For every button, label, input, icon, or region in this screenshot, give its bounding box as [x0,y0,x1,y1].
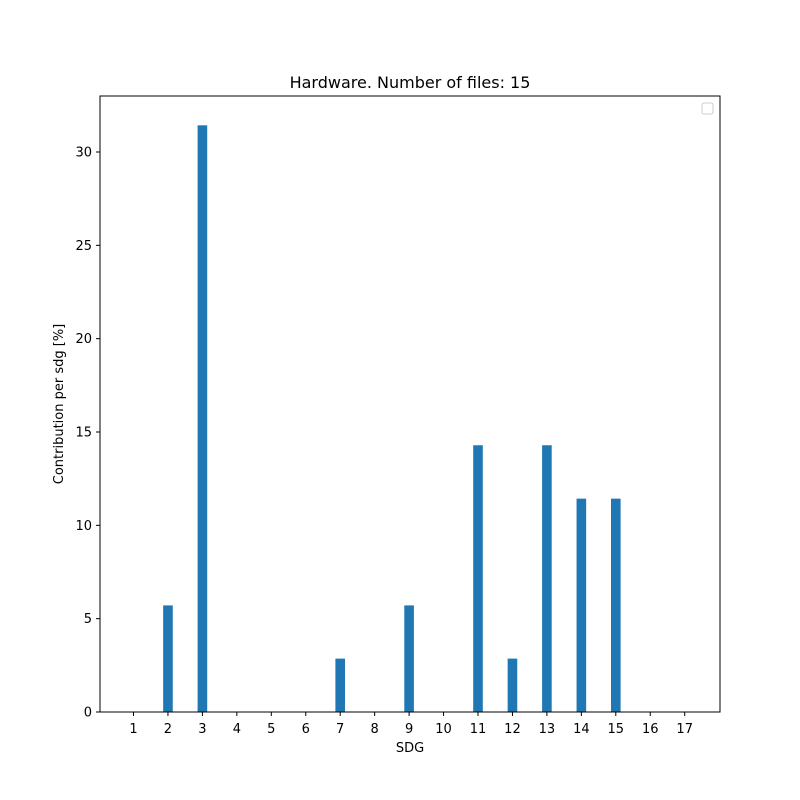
x-tick-label: 15 [608,722,625,737]
y-tick-label: 25 [75,239,92,254]
x-tick-label: 8 [371,722,379,737]
y-tick-label: 0 [84,706,92,721]
bar-sdg-14 [576,498,587,712]
x-tick-label: 14 [573,722,590,737]
chart-title: Hardware. Number of files: 15 [290,73,531,92]
x-tick-label: 12 [504,722,521,737]
y-tick-label: 30 [75,146,92,161]
x-tick-label: 10 [435,722,452,737]
plot-frame [99,95,721,713]
x-tick-label: 16 [642,722,659,737]
bar-sdg-15 [611,498,621,712]
x-tick-label: 7 [336,722,344,737]
x-tick-label: 2 [164,722,172,737]
y-tick-label: 10 [75,519,92,534]
bar-sdg-9 [404,605,414,712]
x-tick-label: 17 [676,722,693,737]
bar-sdg-11 [473,445,483,712]
bar-sdg-3 [197,125,208,712]
x-tick-label: 1 [129,722,137,737]
y-tick-label: 15 [75,426,92,441]
x-tick-label: 4 [233,722,241,737]
y-tick-label: 20 [75,332,92,347]
y-axis-ticks: 0 5 10 15 20 25 30 [75,146,100,721]
legend-box [701,102,714,115]
x-tick-label: 5 [267,722,275,737]
x-tick-label: 9 [405,722,413,737]
x-axis-label: SDG [396,741,424,756]
bar-sdg-2 [163,605,173,712]
y-tick-label: 5 [84,612,92,627]
x-axis-ticks: 1 2 3 4 5 6 7 8 9 10 11 12 13 14 15 16 17 [129,712,693,737]
bar-sdg-13 [542,445,552,712]
bar-sdg-7 [335,658,345,712]
x-tick-label: 13 [539,722,556,737]
x-tick-label: 6 [302,722,310,737]
bar-group [163,125,621,712]
x-tick-label: 11 [470,722,487,737]
bar-sdg-12 [507,658,518,712]
y-axis-label: Contribution per sdg [%] [52,324,67,484]
x-tick-label: 3 [198,722,206,737]
